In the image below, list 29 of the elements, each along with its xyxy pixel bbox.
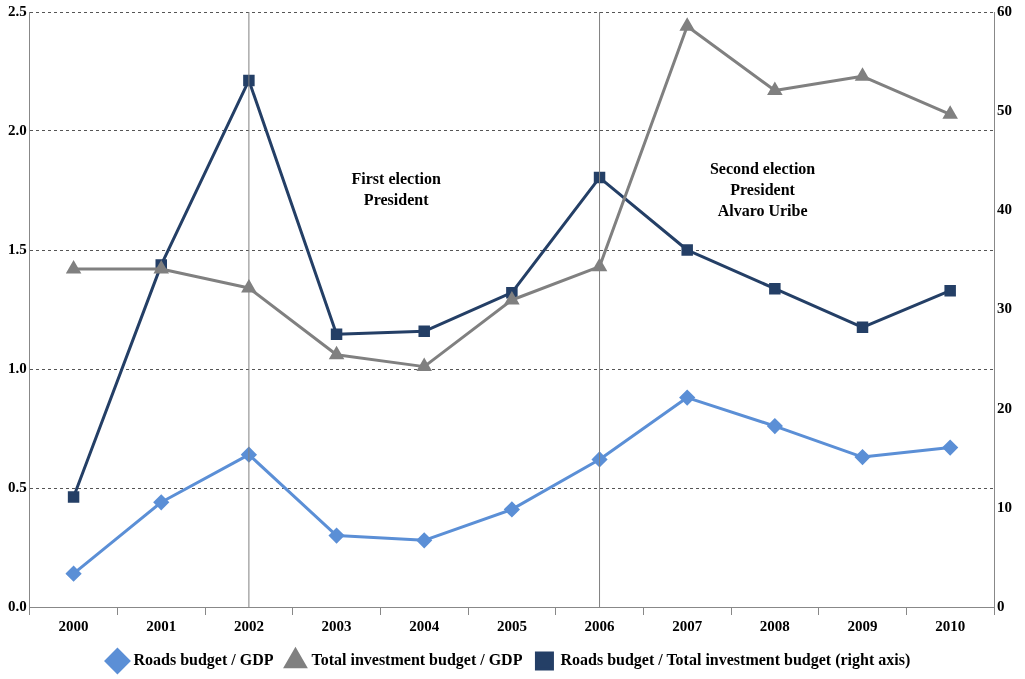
y-tick-label: 2.0: [8, 121, 27, 138]
annotation: First election President: [351, 170, 441, 209]
y-tick-label: 2.5: [8, 2, 27, 19]
y2-tick-label: 40: [997, 201, 1012, 218]
x-tick-label: 2003: [321, 617, 352, 634]
x-tick-label: 2010: [935, 617, 966, 634]
x-tick-label: 2005: [496, 617, 527, 634]
legend-label: Total investment budget / GDP: [311, 651, 523, 670]
x-tick-label: 2001: [146, 617, 177, 634]
x-tick-label: 2009: [847, 617, 878, 634]
annotation: Second election President Alvaro Uribe: [709, 159, 816, 219]
legend-label: Roads budget / Total investment budget (right axis): [560, 651, 911, 670]
y2-tick-label: 20: [997, 399, 1012, 416]
y-tick-label: 0.5: [8, 478, 27, 495]
y2-tick-label: 10: [997, 498, 1012, 515]
y-tick-label: 1.0: [8, 359, 27, 376]
legend-label: Roads budget / GDP: [133, 651, 274, 670]
x-tick-label: 2004: [409, 617, 440, 634]
y-tick-label: 0.0: [8, 597, 27, 614]
y2-tick-label: 0: [997, 597, 1005, 614]
x-tick-label: 2008: [759, 617, 790, 634]
y2-tick-label: 60: [997, 2, 1012, 19]
y2-tick-label: 30: [997, 300, 1012, 317]
x-tick-label: 2006: [584, 617, 616, 634]
x-tick-label: 2007: [672, 617, 703, 634]
x-tick-label: 2002: [233, 617, 264, 634]
y-tick-label: 1.5: [8, 240, 27, 257]
x-tick-label: 2000: [58, 617, 89, 634]
y2-tick-label: 50: [997, 102, 1012, 119]
